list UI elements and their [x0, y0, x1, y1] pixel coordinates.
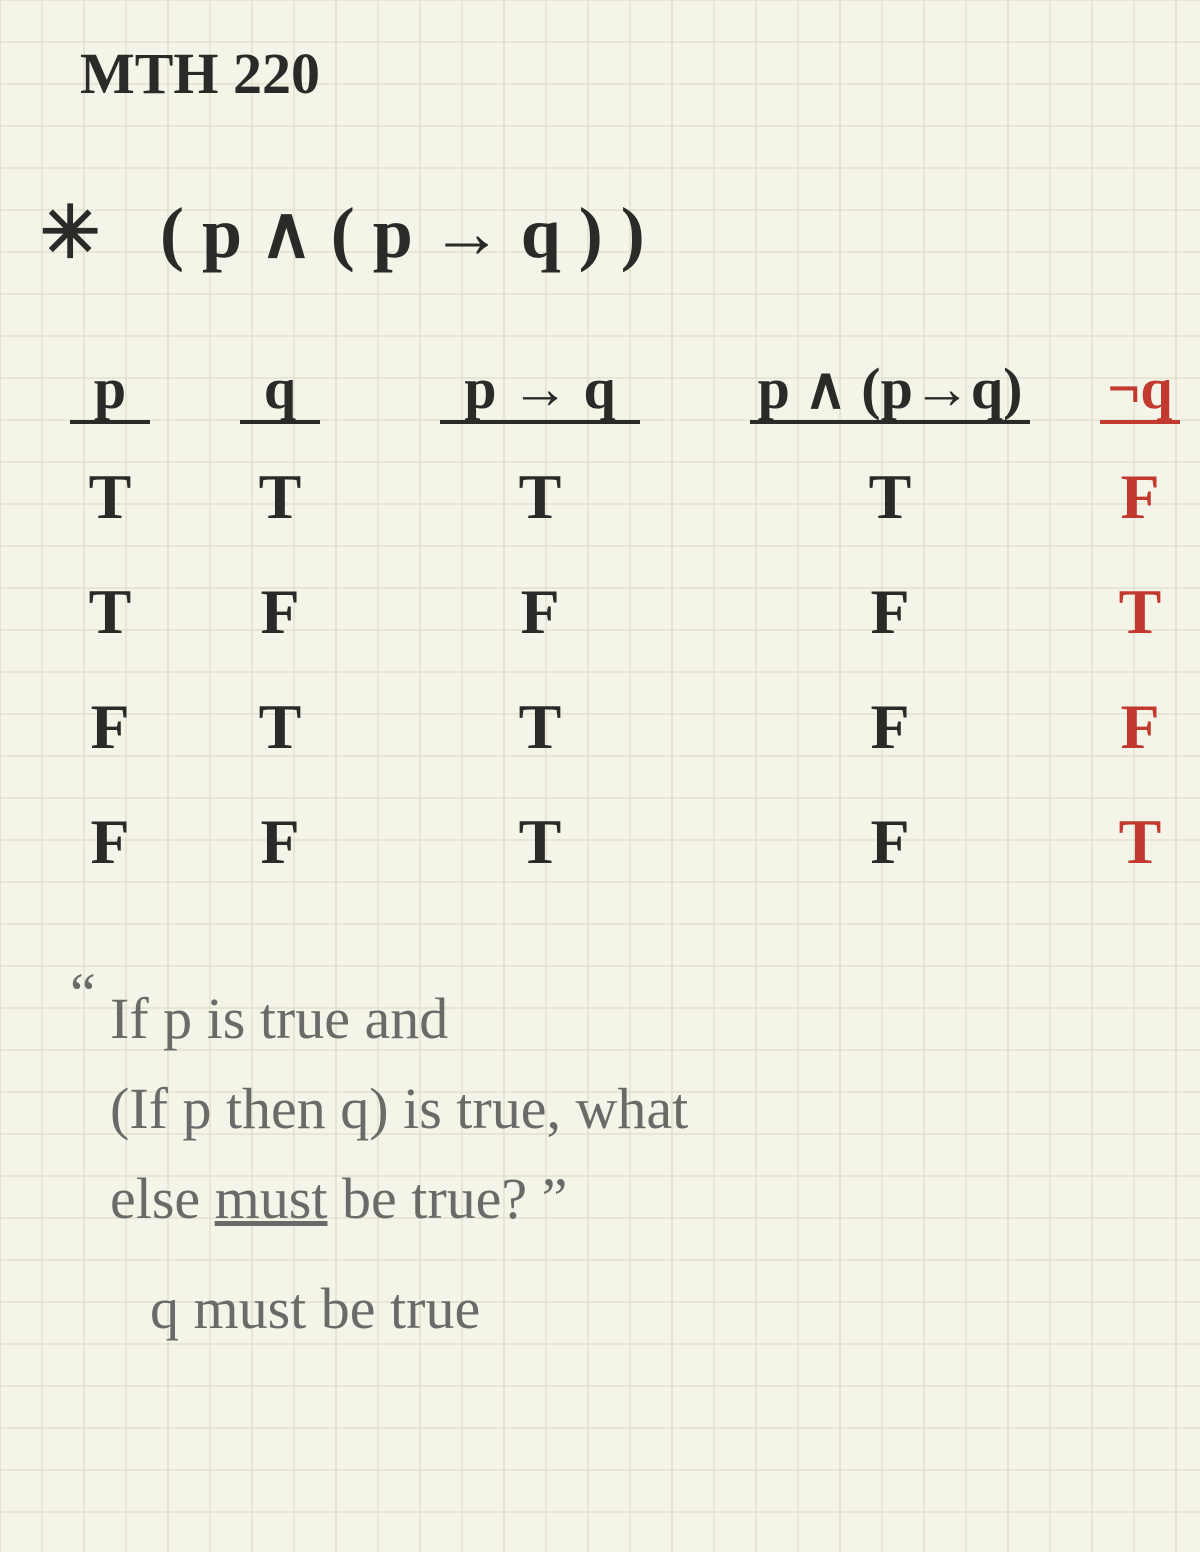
cell-r1-c3: F — [750, 575, 1030, 649]
cell-r2-c3: F — [750, 690, 1030, 764]
note-post: be true? ” — [327, 1166, 567, 1231]
cell-r2-c0: F — [70, 690, 150, 764]
col-header-0: p — [70, 360, 150, 424]
col-header-4: ¬q — [1100, 360, 1180, 424]
note-line-2: (If p then q) is true, what — [110, 1075, 688, 1142]
note-underlined-word: must — [215, 1166, 328, 1231]
cell-r1-c4: T — [1100, 575, 1180, 649]
cell-r1-c0: T — [70, 575, 150, 649]
cell-r3-c0: F — [70, 805, 150, 879]
cell-r0-c2: T — [440, 460, 640, 534]
col-header-2: p → q — [440, 360, 640, 424]
cell-r2-c4: F — [1100, 690, 1180, 764]
cell-r2-c2: T — [440, 690, 640, 764]
cell-r0-c1: T — [240, 460, 320, 534]
note-pre: else — [110, 1166, 215, 1231]
cell-r3-c2: T — [440, 805, 640, 879]
cell-r3-c4: T — [1100, 805, 1180, 879]
course-title: MTH 220 — [80, 40, 320, 107]
note-line-1: If p is true and — [110, 985, 448, 1052]
note-line-3: else must be true? ” — [110, 1165, 567, 1232]
cell-r1-c2: F — [440, 575, 640, 649]
cell-r3-c3: F — [750, 805, 1030, 879]
cell-r1-c1: F — [240, 575, 320, 649]
cell-r2-c1: T — [240, 690, 320, 764]
cell-r3-c1: F — [240, 805, 320, 879]
cell-r0-c3: T — [750, 460, 1030, 534]
note-line-0: “ — [70, 960, 96, 1027]
note-line-4: q must be true — [150, 1275, 480, 1342]
cell-r0-c4: F — [1100, 460, 1180, 534]
col-header-1: q — [240, 360, 320, 424]
main-expression: ( p ∧ ( p → q ) ) — [160, 190, 645, 275]
asterisk-mark: ✳ — [40, 190, 100, 275]
cell-r0-c0: T — [70, 460, 150, 534]
col-header-3: p ∧ (p→q) — [750, 360, 1030, 424]
